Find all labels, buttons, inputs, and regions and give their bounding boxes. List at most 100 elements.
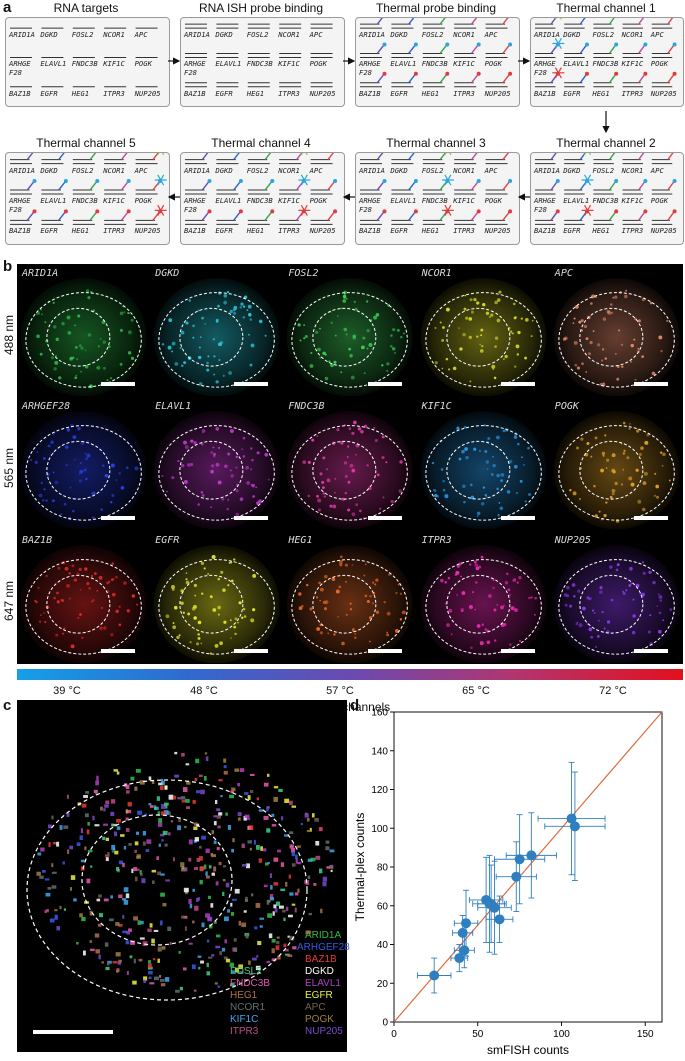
gene-label: ELAVL1 <box>215 196 242 206</box>
scale-bar <box>101 515 136 520</box>
data-point <box>459 945 470 956</box>
gene-label: ITPR3 <box>453 226 475 236</box>
gene-label: KIF1C <box>453 59 475 69</box>
gene-label: KIF1C <box>103 196 125 206</box>
gene-label: ARID1A <box>534 165 560 175</box>
gene-label: FNDC3B <box>246 59 273 69</box>
cell-image: ELAVL1 <box>151 398 283 530</box>
colorbar-tick: 57 °C <box>326 685 354 697</box>
gene-label: ELAVL1 <box>215 59 242 69</box>
cell-image-render <box>287 411 413 530</box>
scale-bar <box>234 515 269 520</box>
gene-label: ARHGE <box>9 196 31 206</box>
gene-label: KIF1C <box>278 59 300 69</box>
gene-label: F28 <box>184 205 197 215</box>
gene-label: APC <box>484 30 498 40</box>
gene-label: HEG1 <box>592 226 610 236</box>
tile-gene-label: ARHGEF28 <box>22 401 71 413</box>
scale-bar <box>367 382 402 387</box>
gene-label: POGK <box>484 196 502 206</box>
gene-label: DGKD <box>390 165 408 175</box>
gene-label: FOSL2 <box>246 30 269 40</box>
gene-label: F28 <box>9 205 22 215</box>
gene-label: EGFR <box>563 88 581 98</box>
scale-bar <box>500 382 535 387</box>
wavelength-label: 565 nm <box>2 447 16 488</box>
gene-label: BAZ1B <box>184 88 206 98</box>
step-title: RNA ISH probe binding <box>198 1 324 15</box>
scale-bar <box>367 515 402 520</box>
y-tick-label: 80 <box>377 863 389 874</box>
gene-label: ITPR3 <box>621 88 644 98</box>
cell-image: EGFR <box>151 531 283 663</box>
legend-entry: APC <box>305 1002 326 1013</box>
step-box: ARID1A DGKD FOSL2 NCOR1 APC ARHGE F28 ELAVL1 FND… <box>180 152 345 245</box>
tile-gene-label: ITPR3 <box>421 534 452 546</box>
step-box: ARID1A DGKD FOSL2 NCOR1 APC ARHGE F28 ELAVL1 FND… <box>355 17 520 107</box>
cell-image: FOSL2 <box>284 265 416 397</box>
cell-image: APC <box>550 265 682 397</box>
legend-entry: DGKD <box>305 966 334 977</box>
tile-gene-label: POGK <box>554 401 579 413</box>
gene-label: DGKD <box>215 165 233 175</box>
gene-label: DGKD <box>40 165 58 175</box>
legend-entry: NUP205 <box>305 1026 343 1037</box>
gene-label: APC <box>650 165 664 175</box>
gene-label: POGK <box>650 59 669 69</box>
panel-d-scatter-chart: 0 50 100 150 0 20 40 60 80 100 120 140 160 smFISH cou… <box>353 708 663 1057</box>
panel-c-letter: c <box>3 697 12 714</box>
tile-gene-label: ARID1A <box>22 268 59 279</box>
probe-drawings <box>535 153 677 225</box>
gene-label: FOSL2 <box>421 30 444 40</box>
y-tick-label: 60 <box>377 901 389 912</box>
scale-bar <box>101 382 136 387</box>
gene-label: FNDC3B <box>592 59 619 69</box>
gene-label: HEG1 <box>592 88 610 98</box>
gene-label: POGK <box>484 59 502 69</box>
gene-label: HEG1 <box>246 226 265 236</box>
gene-label: ITPR3 <box>278 226 300 236</box>
gene-label: HEG1 <box>71 226 90 236</box>
tile-gene-label: EGFR <box>155 534 180 546</box>
y-tick-label: 40 <box>377 940 389 951</box>
gene-label: POGK <box>650 196 669 206</box>
gene-label: NUP205 <box>134 88 161 98</box>
gene-label: ITPR3 <box>453 88 475 98</box>
scale-bar <box>234 382 269 387</box>
cell-image: HEG1 <box>284 531 416 663</box>
gene-label: NCOR1 <box>453 30 475 40</box>
cell-image-render <box>420 411 547 530</box>
wavelength-label: 488 nm <box>2 314 16 355</box>
cell-image-render <box>20 278 147 397</box>
probe-drawings <box>10 153 167 225</box>
gene-label: ITPR3 <box>103 226 125 236</box>
gene-label: KIF1C <box>621 59 644 69</box>
y-axis-label: Thermal-plex counts <box>353 813 367 922</box>
cell-image: ARID1A <box>18 265 150 397</box>
gene-label: EGFR <box>215 226 233 236</box>
gene-label: POGK <box>134 196 152 206</box>
gene-label: NCOR1 <box>278 30 300 40</box>
probe-drawings <box>360 18 513 88</box>
step-title: Thermal channel 2 <box>556 136 656 150</box>
step-box: ARID1A DGKD FOSL2 NCOR1 APC ARHGE F28 ELAVL1 FND… <box>180 17 345 107</box>
tile-gene-label: DGKD <box>155 268 180 279</box>
legend-entry: EGFR <box>305 990 333 1001</box>
tile-gene-label: FNDC3B <box>288 401 325 413</box>
data-point <box>526 850 537 861</box>
gene-label: EGFR <box>40 226 58 236</box>
step-box: ARID1A DGKD FOSL2 NCOR1 APC ARHGE F28 ELAVL1 FND… <box>530 152 684 245</box>
gene-label: NCOR1 <box>103 30 125 40</box>
step-box: ARID1A DGKD FOSL2 NCOR1 APC ARHGE F28 ELAVL1 FND… <box>5 17 170 107</box>
x-tick-label: 50 <box>472 1029 484 1040</box>
scale-bar <box>633 515 668 520</box>
tile-gene-label: NUP205 <box>554 534 591 546</box>
gene-label: F28 <box>534 68 547 78</box>
step-title: Thermal channel 5 <box>36 136 136 150</box>
gene-label: KIF1C <box>278 196 300 206</box>
gene-label: F28 <box>359 205 372 215</box>
probe-drawings <box>360 153 513 225</box>
cell-image-render <box>20 411 147 530</box>
tile-gene-label: NCOR1 <box>421 268 452 279</box>
gene-label: APC <box>309 165 323 175</box>
